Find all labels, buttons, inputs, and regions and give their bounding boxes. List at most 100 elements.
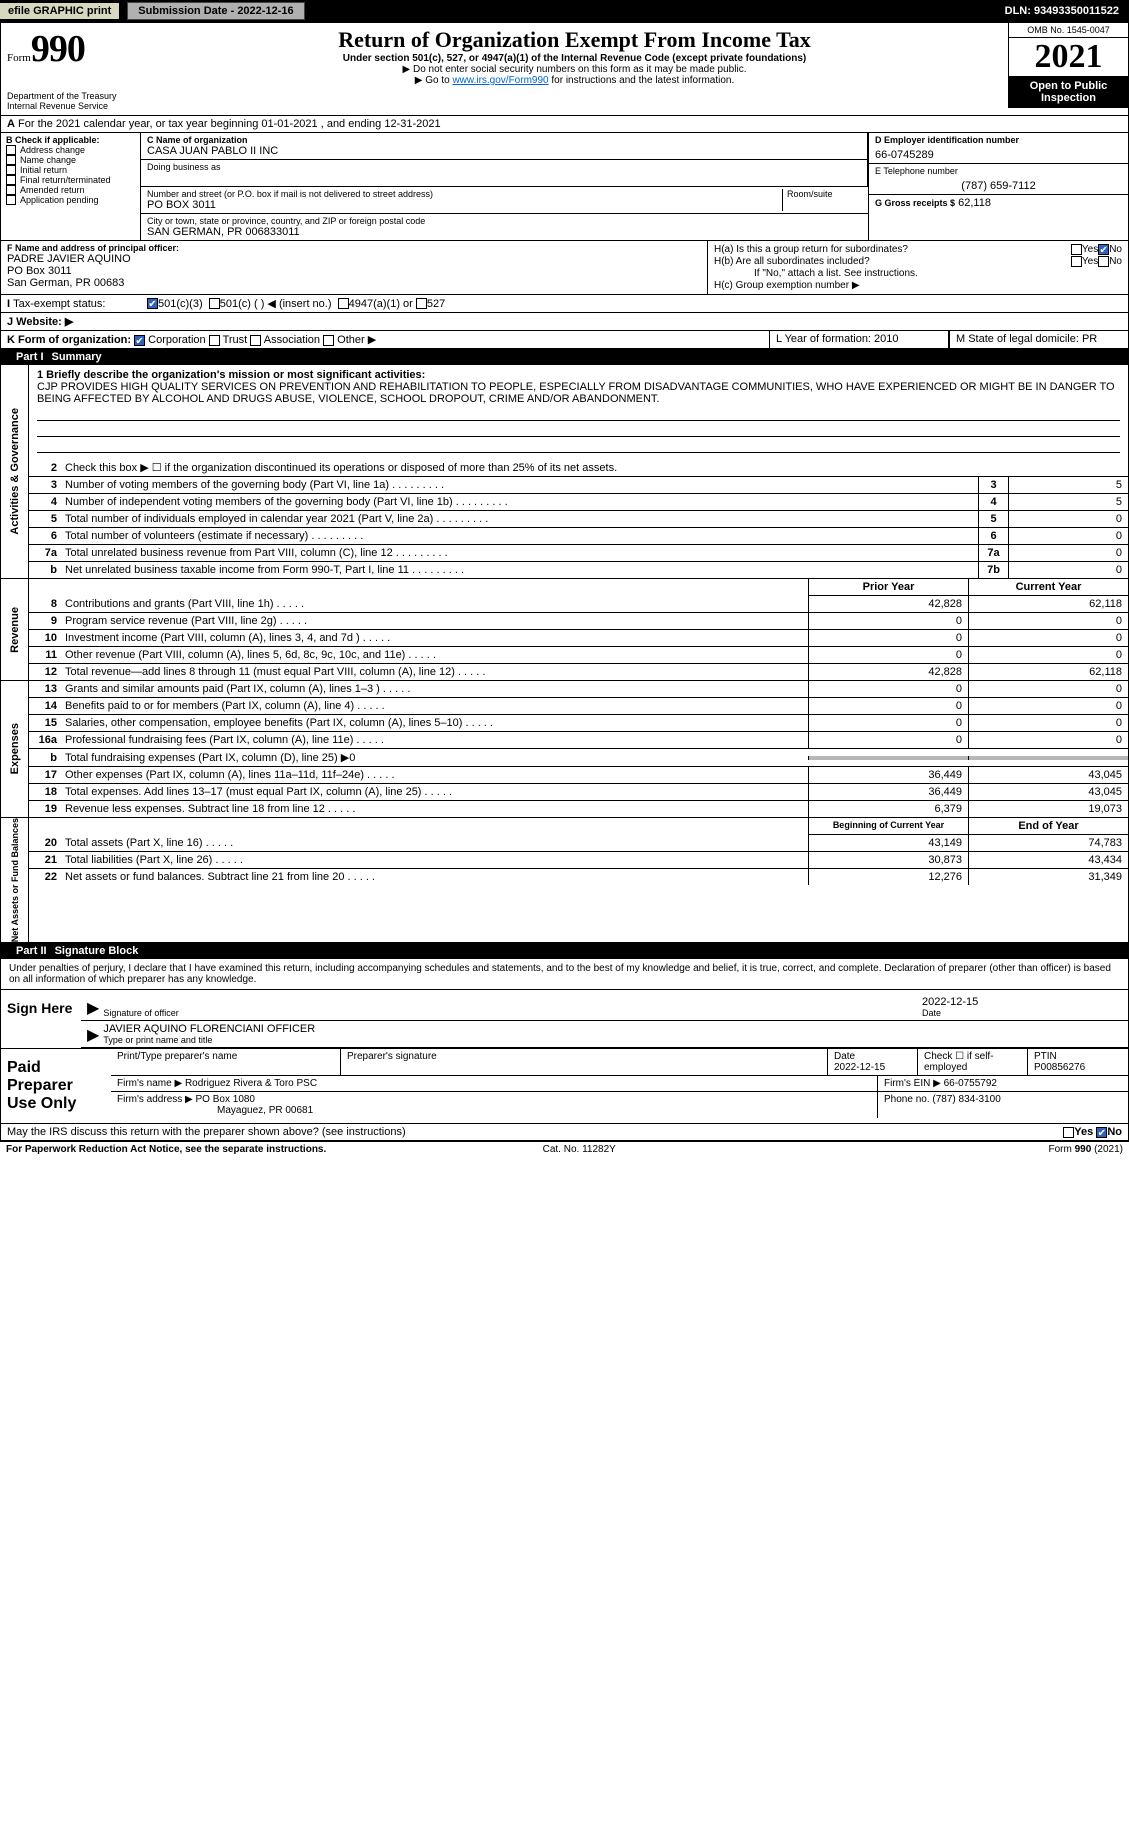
col-f-officer: F Name and address of principal officer:… bbox=[1, 241, 708, 294]
col-b-checkboxes: B Check if applicable: Address change Na… bbox=[1, 133, 141, 240]
firm-phone: (787) 834-3100 bbox=[932, 1094, 1000, 1105]
chk-other[interactable] bbox=[323, 335, 334, 346]
chk-ha-yes[interactable] bbox=[1071, 244, 1082, 255]
chk-trust[interactable] bbox=[209, 335, 220, 346]
data-line: 10Investment income (Part VIII, column (… bbox=[29, 630, 1128, 647]
form-page-label: Form 990 (2021) bbox=[1049, 1144, 1124, 1155]
chk-hb-yes[interactable] bbox=[1071, 256, 1082, 267]
irs-link[interactable]: www.irs.gov/Form990 bbox=[452, 75, 548, 86]
tax-year: 2021 bbox=[1009, 38, 1128, 76]
page-footer: For Paperwork Reduction Act Notice, see … bbox=[0, 1141, 1129, 1157]
chk-ha-no[interactable]: ✔ bbox=[1098, 244, 1109, 255]
topbar: efile GRAPHIC print Submission Date - 20… bbox=[0, 0, 1129, 22]
chk-discuss-no[interactable]: ✔ bbox=[1096, 1127, 1107, 1138]
arrow-icon: ▶ bbox=[87, 1025, 99, 1045]
gov-line: 7aTotal unrelated business revenue from … bbox=[29, 545, 1128, 562]
form-prefix: Form bbox=[7, 52, 31, 64]
chk-501c3[interactable]: ✔ bbox=[147, 298, 158, 309]
ptin: P00856276 bbox=[1034, 1062, 1085, 1073]
col-h-group: H(a) Is this a group return for subordin… bbox=[708, 241, 1128, 294]
net-assets-section: Net Assets or Fund Balances Beginning of… bbox=[0, 818, 1129, 943]
col-d-ein: D Employer identification number66-07452… bbox=[868, 133, 1128, 240]
gross-receipts: 62,118 bbox=[958, 197, 991, 209]
discuss-row: May the IRS discuss this return with the… bbox=[0, 1124, 1129, 1141]
efile-label: efile GRAPHIC print bbox=[0, 3, 119, 19]
chk-corporation[interactable]: ✔ bbox=[134, 335, 145, 346]
data-line: 14Benefits paid to or for members (Part … bbox=[29, 698, 1128, 715]
form-header: Form990 Department of the Treasury Inter… bbox=[0, 22, 1129, 116]
revenue-section: Revenue Prior YearCurrent Year 8Contribu… bbox=[0, 579, 1129, 681]
form-subtitle-1: Under section 501(c), 527, or 4947(a)(1)… bbox=[147, 53, 1002, 64]
ein-value: 66-0745289 bbox=[875, 149, 1122, 161]
chk-501c[interactable] bbox=[209, 298, 220, 309]
data-line: 13Grants and similar amounts paid (Part … bbox=[29, 681, 1128, 698]
data-line: 8Contributions and grants (Part VIII, li… bbox=[29, 596, 1128, 613]
chk-association[interactable] bbox=[250, 335, 261, 346]
officer-signature-name: JAVIER AQUINO FLORENCIANI OFFICER bbox=[103, 1023, 1122, 1035]
gov-line: 6Total number of volunteers (estimate if… bbox=[29, 528, 1128, 545]
data-line: 11Other revenue (Part VIII, column (A), … bbox=[29, 647, 1128, 664]
sign-here-label: Sign Here bbox=[1, 990, 81, 1048]
submission-date-btn[interactable]: Submission Date - 2022-12-16 bbox=[127, 2, 304, 20]
data-line: bTotal fundraising expenses (Part IX, co… bbox=[29, 749, 1128, 767]
org-name: CASA JUAN PABLO II INC bbox=[147, 145, 861, 157]
firm-ein: 66-0755792 bbox=[944, 1078, 997, 1089]
open-to-public: Open to Public Inspection bbox=[1009, 76, 1128, 108]
row-m-state: M State of legal domicile: PR bbox=[949, 331, 1129, 349]
form-subtitle-2: ▶ Do not enter social security numbers o… bbox=[147, 64, 1002, 75]
row-i-tax-exempt: I Tax-exempt status: ✔ 501(c)(3) 501(c) … bbox=[0, 295, 1129, 313]
data-line: 17Other expenses (Part IX, column (A), l… bbox=[29, 767, 1128, 784]
mission-text: CJP PROVIDES HIGH QUALITY SERVICES ON PR… bbox=[37, 381, 1120, 405]
expenses-section: Expenses 13Grants and similar amounts pa… bbox=[0, 681, 1129, 818]
data-line: 15Salaries, other compensation, employee… bbox=[29, 715, 1128, 732]
part-1-header: Part ISummary bbox=[0, 349, 1129, 365]
row-j-website: J Website: ▶ bbox=[0, 313, 1129, 331]
irs-label: Internal Revenue Service bbox=[7, 101, 135, 111]
line-a: A For the 2021 calendar year, or tax yea… bbox=[0, 116, 1129, 133]
chk-discuss-yes[interactable] bbox=[1063, 1127, 1074, 1138]
sidebar-activities: Activities & Governance bbox=[9, 408, 21, 535]
sidebar-expenses: Expenses bbox=[9, 723, 21, 774]
chk-initial-return[interactable] bbox=[6, 165, 16, 175]
chk-4947[interactable] bbox=[338, 298, 349, 309]
sidebar-net-assets: Net Assets or Fund Balances bbox=[10, 818, 20, 942]
chk-address-change[interactable] bbox=[6, 145, 16, 155]
firm-name: Rodriguez Rivera & Toro PSC bbox=[185, 1078, 317, 1089]
org-city: SAN GERMAN, PR 006833011 bbox=[147, 226, 862, 238]
row-l-year: L Year of formation: 2010 bbox=[769, 331, 949, 349]
telephone: (787) 659-7112 bbox=[875, 180, 1122, 192]
paid-preparer-section: Paid Preparer Use Only Print/Type prepar… bbox=[0, 1049, 1129, 1124]
chk-application-pending[interactable] bbox=[6, 195, 16, 205]
paid-preparer-label: Paid Preparer Use Only bbox=[1, 1049, 111, 1123]
part-2-header: Part IISignature Block bbox=[0, 943, 1129, 959]
data-line: 22Net assets or fund balances. Subtract … bbox=[29, 869, 1128, 885]
chk-amended[interactable] bbox=[6, 185, 16, 195]
gov-line: 2Check this box ▶ ☐ if the organization … bbox=[29, 459, 1128, 477]
omb-number: OMB No. 1545-0047 bbox=[1009, 23, 1128, 38]
chk-527[interactable] bbox=[416, 298, 427, 309]
chk-hb-no[interactable] bbox=[1098, 256, 1109, 267]
arrow-icon: ▶ bbox=[87, 998, 99, 1018]
data-line: 12Total revenue—add lines 8 through 11 (… bbox=[29, 664, 1128, 680]
data-line: 21Total liabilities (Part X, line 26) . … bbox=[29, 852, 1128, 869]
signature-block: Under penalties of perjury, I declare th… bbox=[0, 959, 1129, 1049]
col-c-org-info: C Name of organizationCASA JUAN PABLO II… bbox=[141, 133, 868, 240]
gov-line: bNet unrelated business taxable income f… bbox=[29, 562, 1128, 578]
row-k-form-org: K Form of organization: ✔ Corporation Tr… bbox=[0, 331, 769, 349]
data-line: 9Program service revenue (Part VIII, lin… bbox=[29, 613, 1128, 630]
data-line: 18Total expenses. Add lines 13–17 (must … bbox=[29, 784, 1128, 801]
form-number: 990 bbox=[31, 28, 85, 70]
dept-label: Department of the Treasury bbox=[7, 91, 135, 101]
chk-final-return[interactable] bbox=[6, 175, 16, 185]
activities-governance: Activities & Governance 1 Briefly descri… bbox=[0, 365, 1129, 579]
org-address: PO BOX 3011 bbox=[147, 199, 782, 211]
chk-name-change[interactable] bbox=[6, 155, 16, 165]
section-f-h: F Name and address of principal officer:… bbox=[0, 241, 1129, 295]
data-line: 16aProfessional fundraising fees (Part I… bbox=[29, 732, 1128, 749]
data-line: 20Total assets (Part X, line 16) . . . .… bbox=[29, 835, 1128, 852]
section-b-c-d: B Check if applicable: Address change Na… bbox=[0, 133, 1129, 241]
gov-line: 3Number of voting members of the governi… bbox=[29, 477, 1128, 494]
form-title: Return of Organization Exempt From Incom… bbox=[147, 27, 1002, 53]
officer-name: PADRE JAVIER AQUINO bbox=[7, 253, 701, 265]
data-line: 19Revenue less expenses. Subtract line 1… bbox=[29, 801, 1128, 817]
